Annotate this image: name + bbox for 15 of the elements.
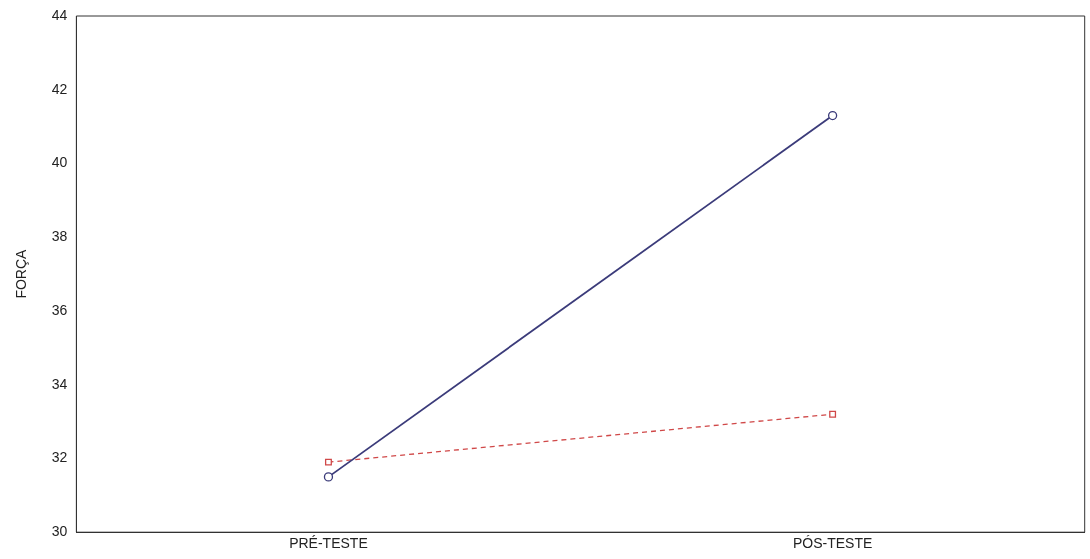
x-tick-label: PÓS-TESTE — [792, 535, 873, 552]
point — [324, 458, 332, 466]
y-tick-label: 30 — [51, 523, 68, 540]
y-tick-label: 44 — [51, 6, 68, 23]
y-tick-label: 36 — [51, 301, 68, 318]
x-tick-label: PRÉ-TESTE — [289, 535, 368, 552]
point — [827, 110, 838, 121]
y-tick-label: 40 — [51, 154, 68, 171]
y-tick-label: 32 — [51, 449, 68, 466]
point — [829, 410, 837, 418]
point — [323, 472, 334, 482]
y-tick-label: 42 — [51, 80, 68, 97]
y-tick-label: 34 — [51, 375, 68, 392]
y-axis-title: FORÇA — [13, 248, 30, 299]
y-tick-label: 38 — [51, 228, 68, 245]
